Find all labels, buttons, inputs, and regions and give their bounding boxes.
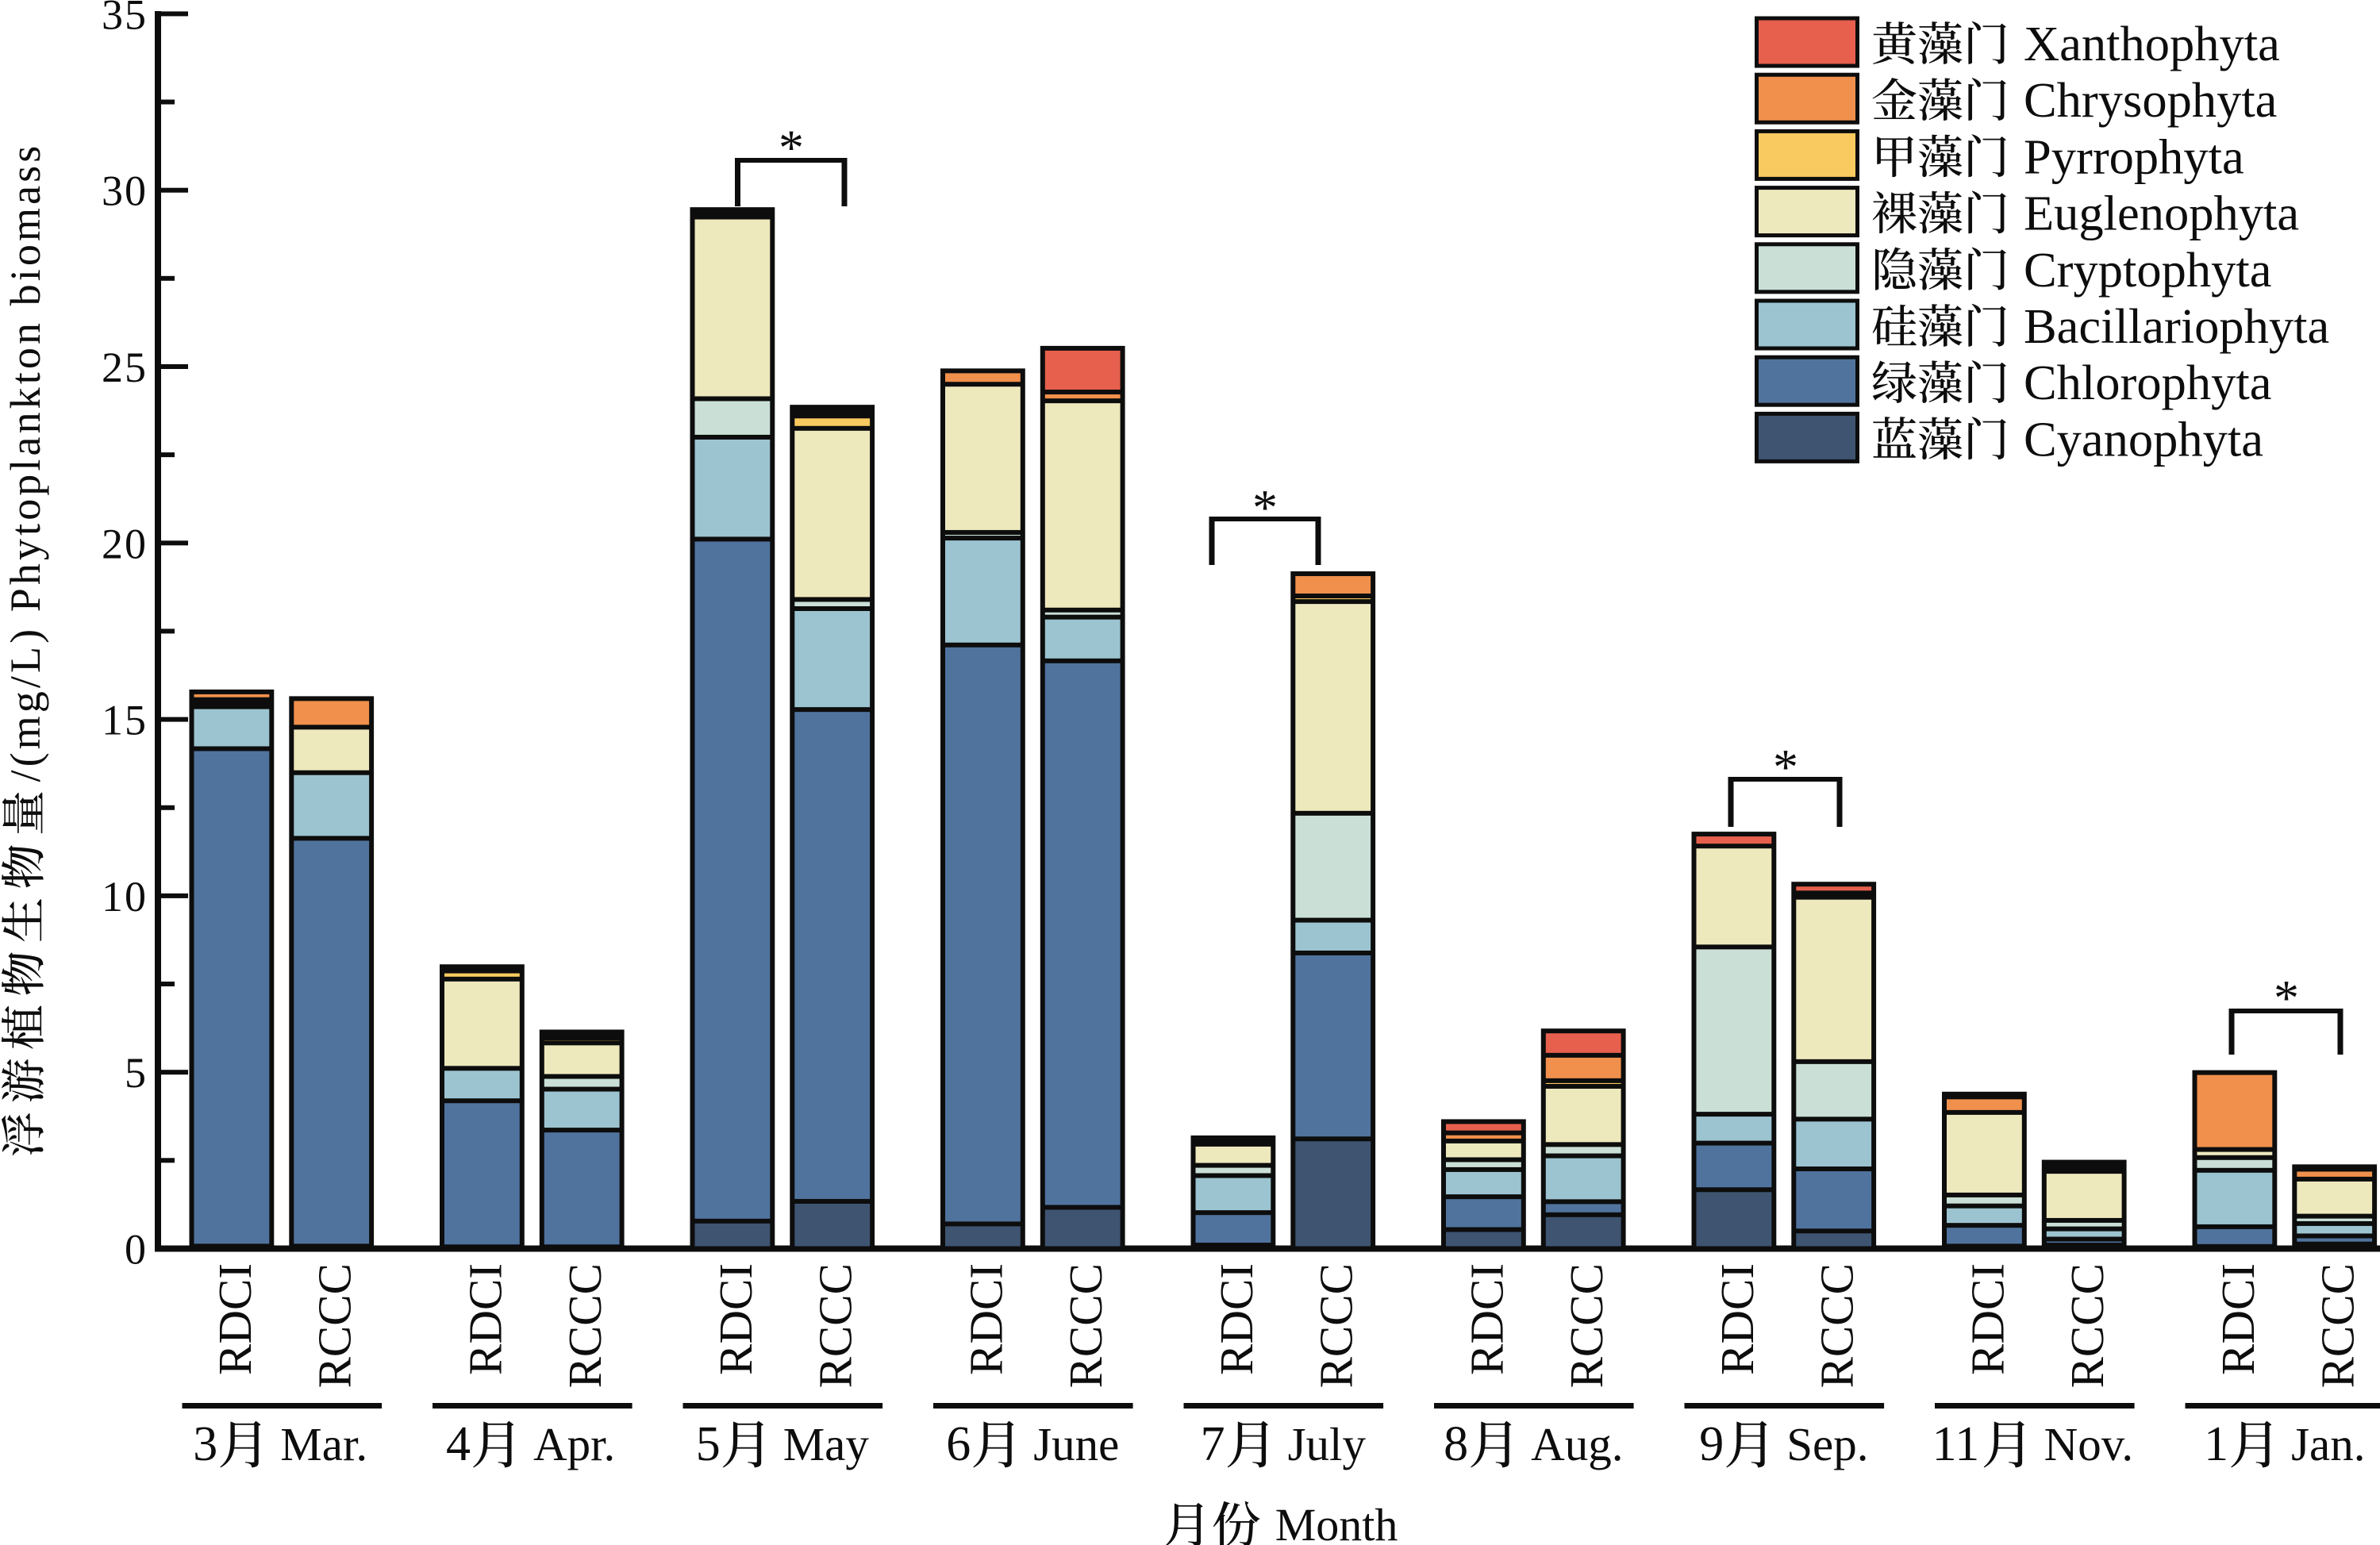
svg-text:RCCC: RCCC — [1310, 1263, 1363, 1388]
svg-text:Chrysophyta: Chrysophyta — [2024, 72, 2277, 128]
svg-text:RCCC: RCCC — [809, 1263, 862, 1388]
svg-text:RCCC: RCCC — [309, 1263, 361, 1388]
svg-text:RDCI: RDCI — [1961, 1263, 2013, 1375]
svg-text:June: June — [1033, 1418, 1119, 1470]
svg-text:Cyanophyta: Cyanophyta — [2024, 411, 2263, 467]
svg-text:July: July — [1288, 1418, 1367, 1470]
svg-text:RCCC: RCCC — [559, 1263, 611, 1388]
svg-text:Aug.: Aug. — [1531, 1418, 1623, 1470]
svg-text:4: 4 — [446, 1417, 471, 1471]
svg-text:9: 9 — [1699, 1417, 1724, 1471]
svg-text:Sep.: Sep. — [1786, 1418, 1868, 1470]
svg-text:Xanthophyta: Xanthophyta — [2024, 16, 2280, 71]
svg-text:*: * — [1773, 739, 1798, 795]
svg-text:7: 7 — [1201, 1417, 1225, 1471]
svg-text:25: 25 — [102, 344, 148, 391]
svg-text:RDCI: RDCI — [1711, 1263, 1763, 1375]
svg-text:Euglenophyta: Euglenophyta — [2024, 186, 2299, 241]
svg-text:RDCI: RDCI — [1460, 1263, 1513, 1375]
svg-text:5: 5 — [696, 1417, 721, 1471]
svg-text:10: 10 — [102, 873, 148, 920]
svg-text:Chlorophyta: Chlorophyta — [2024, 355, 2271, 410]
svg-text:35: 35 — [102, 0, 148, 38]
svg-text:May: May — [783, 1418, 870, 1470]
svg-text:RCCC: RCCC — [2312, 1263, 2364, 1388]
svg-text:RDCI: RDCI — [209, 1263, 261, 1375]
svg-text:RDCI: RDCI — [2212, 1263, 2264, 1375]
svg-text:Pyrrophyta: Pyrrophyta — [2024, 129, 2244, 184]
svg-text:Jan.: Jan. — [2291, 1418, 2365, 1470]
svg-text:20: 20 — [102, 520, 148, 567]
svg-text:*: * — [1252, 479, 1278, 536]
svg-text:Nov.: Nov. — [2044, 1418, 2134, 1470]
svg-text:1: 1 — [2204, 1417, 2228, 1471]
svg-text:RDCI: RDCI — [709, 1263, 762, 1375]
svg-text:RDCI: RDCI — [459, 1263, 511, 1375]
svg-text:Bacillariophyta: Bacillariophyta — [2024, 298, 2329, 354]
svg-text:/(mg/L) Phytoplankton biomass: /(mg/L) Phytoplankton biomass — [2, 143, 49, 782]
svg-text:RCCC: RCCC — [1560, 1263, 1613, 1388]
svg-text:3: 3 — [193, 1417, 217, 1471]
svg-text:RDCI: RDCI — [959, 1263, 1012, 1375]
svg-text:6: 6 — [946, 1417, 971, 1471]
svg-text:5: 5 — [125, 1049, 148, 1097]
svg-text:RCCC: RCCC — [2061, 1263, 2113, 1388]
svg-text:11: 11 — [1932, 1417, 1980, 1471]
svg-text:Cryptophyta: Cryptophyta — [2024, 242, 2271, 298]
svg-text:8: 8 — [1444, 1417, 1468, 1471]
svg-text:RDCI: RDCI — [1210, 1263, 1263, 1375]
svg-text:RCCC: RCCC — [1811, 1263, 1863, 1388]
svg-text:*: * — [2274, 970, 2299, 1026]
svg-text:Mar.: Mar. — [280, 1418, 367, 1470]
svg-text:*: * — [779, 120, 804, 176]
svg-text:30: 30 — [102, 167, 148, 215]
svg-text:Apr.: Apr. — [533, 1418, 615, 1470]
svg-text:Month: Month — [1275, 1499, 1398, 1545]
svg-text:15: 15 — [102, 697, 148, 744]
svg-text:RCCC: RCCC — [1059, 1263, 1112, 1388]
svg-text:0: 0 — [125, 1226, 148, 1274]
